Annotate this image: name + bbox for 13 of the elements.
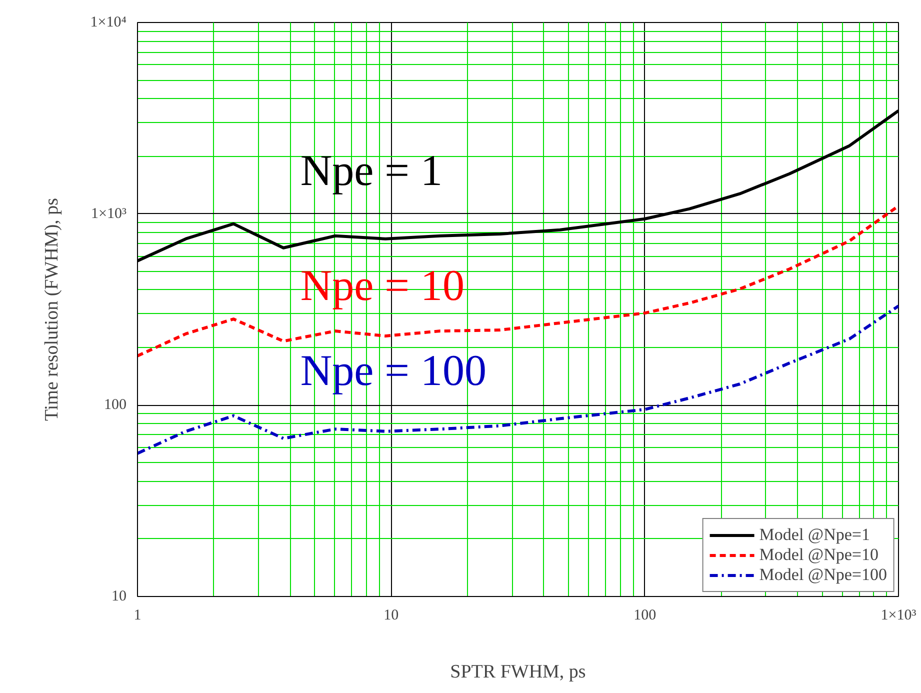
- legend-label: Model @Npe=10: [759, 545, 878, 565]
- y-tick-label: 1×10⁴: [90, 14, 127, 30]
- y-tick-label: 100: [104, 397, 126, 414]
- legend-label: Model @Npe=1: [759, 525, 870, 545]
- y-tick-label: 1×10³: [91, 206, 128, 222]
- x-tick-label: 1: [134, 608, 142, 624]
- legend-label: Model @Npe=100: [759, 565, 887, 585]
- x-axis-title: SPTR FWHM, ps: [450, 662, 586, 682]
- x-tick-label: 100: [634, 608, 656, 624]
- x-tick-label: 10: [384, 608, 399, 624]
- y-axis-title: Time resolution (FWHM), ps: [41, 198, 62, 422]
- y-tick-label: 10: [112, 588, 126, 604]
- x-tick-label: 1×10³: [880, 608, 917, 624]
